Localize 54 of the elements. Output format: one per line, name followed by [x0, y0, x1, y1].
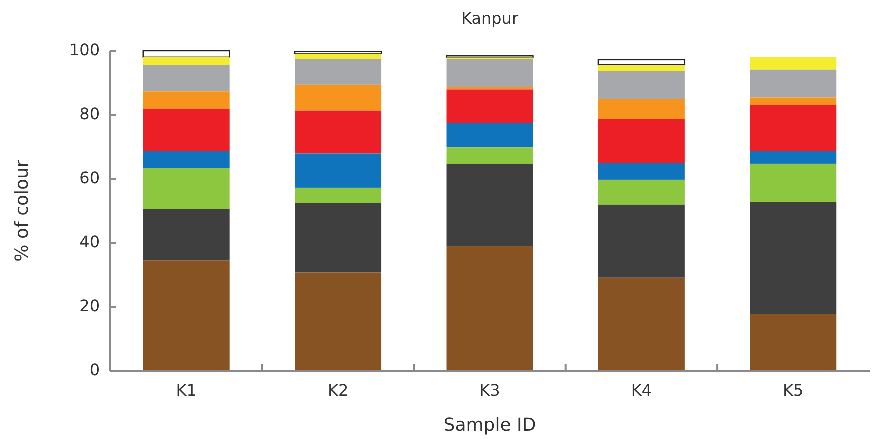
bar	[598, 278, 685, 371]
bar	[750, 105, 837, 152]
x-tick-label: K1	[176, 381, 197, 400]
bar	[143, 57, 230, 66]
bar	[142, 50, 230, 58]
x-tick-label: K2	[328, 381, 349, 400]
bar	[750, 57, 837, 70]
bar	[143, 260, 230, 371]
bar	[598, 204, 685, 278]
y-tick-label: 100	[69, 40, 100, 60]
bar	[446, 246, 534, 371]
bar	[750, 151, 837, 164]
x-tick-label: K4	[631, 381, 652, 400]
x-tick-label: K5	[783, 381, 804, 400]
bar	[295, 110, 382, 154]
bar	[598, 180, 685, 205]
chart-title: Kanpur	[461, 9, 519, 28]
y-tick-label: 20	[80, 296, 100, 316]
bar	[143, 168, 230, 210]
bar	[446, 148, 534, 164]
bar	[295, 272, 382, 371]
bar	[143, 92, 230, 109]
bar	[750, 164, 837, 202]
bar	[143, 65, 230, 92]
bar	[446, 59, 534, 88]
y-axis-title: % of colour	[12, 160, 33, 262]
y-tick-label: 40	[80, 232, 100, 252]
y-tick-label: 0	[90, 360, 100, 380]
bar	[295, 203, 382, 273]
bar	[598, 99, 685, 120]
y-tick-label: 60	[80, 168, 100, 188]
x-axis-title: Sample ID	[444, 415, 536, 436]
bar	[446, 123, 534, 148]
bar	[750, 314, 837, 371]
bar	[295, 59, 382, 85]
bar	[446, 164, 534, 247]
bar	[446, 90, 534, 123]
bar	[295, 84, 382, 111]
bar	[143, 108, 230, 152]
bar	[446, 87, 534, 90]
x-tick-label: K3	[480, 381, 500, 400]
bar	[598, 163, 685, 180]
bar	[295, 54, 382, 59]
y-tick-label: 80	[80, 104, 100, 124]
bar	[750, 202, 837, 314]
bar	[598, 119, 685, 164]
bar	[143, 151, 230, 168]
bar	[750, 98, 837, 106]
bar	[295, 154, 382, 188]
bar	[143, 209, 230, 261]
bar	[295, 188, 382, 203]
bar	[598, 71, 685, 99]
bar	[750, 70, 837, 98]
bar	[598, 65, 685, 72]
